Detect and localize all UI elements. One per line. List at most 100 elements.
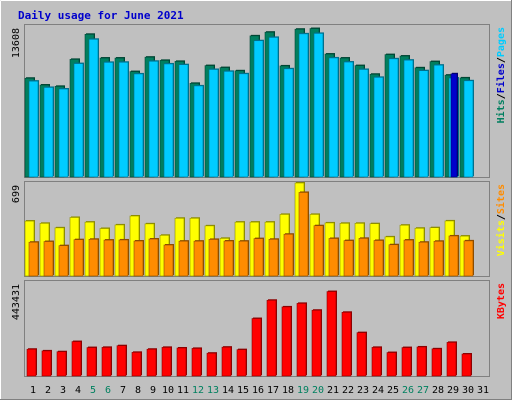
panel-frame-visits [24, 181, 490, 277]
bar-files-day-9 [148, 60, 159, 178]
legend-separator: / [496, 57, 507, 63]
bar-kbytes-day-12 [191, 347, 202, 377]
bar-pages-day-29 [450, 72, 458, 178]
x-tick-label-day-8: 8 [135, 385, 141, 396]
x-tick-label-day-21: 21 [327, 385, 339, 396]
legend-entry-kbytes: KBytes [496, 283, 507, 319]
panel-legend-hits-files-pages: Hits/Files/Pages [495, 27, 507, 123]
bar-files-day-30 [463, 79, 474, 178]
bar-kbytes-day-7 [116, 344, 127, 377]
bar-files-day-12 [193, 84, 204, 178]
x-tick-label-day-22: 22 [342, 385, 354, 396]
x-tick-label-day-16: 16 [252, 385, 264, 396]
bar-files-day-21 [328, 56, 339, 178]
x-tick-label-day-29: 29 [447, 385, 459, 396]
bar-kbytes-day-28 [431, 347, 442, 377]
bar-kbytes-day-10 [161, 346, 172, 377]
panel-legend-visits-sites: Visits/Sites [495, 184, 507, 256]
bar-files-day-28 [433, 64, 444, 178]
bar-sites-day-25 [388, 243, 399, 277]
bar-sites-day-14 [223, 240, 234, 277]
bar-sites-day-5 [88, 238, 99, 277]
bar-kbytes-day-29 [446, 341, 457, 377]
legend-separator: / [496, 93, 507, 99]
panel-frame-hits [24, 24, 490, 178]
bar-kbytes-day-27 [416, 345, 427, 377]
bar-files-day-26 [403, 59, 414, 178]
bar-files-day-17 [268, 36, 279, 178]
bar-files-day-13 [208, 68, 219, 178]
bar-kbytes-day-1 [26, 348, 37, 377]
panel-frame-kbytes [24, 280, 490, 377]
bar-sites-day-18 [283, 233, 294, 277]
x-tick-label-day-2: 2 [45, 385, 51, 396]
x-tick-label-day-4: 4 [75, 385, 81, 396]
x-tick-label-day-14: 14 [222, 385, 234, 396]
bar-files-day-19 [298, 32, 309, 178]
bar-files-day-8 [133, 72, 144, 178]
bar-kbytes-day-15 [236, 348, 247, 377]
bar-kbytes-day-14 [221, 346, 232, 377]
bar-files-day-1 [28, 80, 39, 178]
bar-sites-day-22 [343, 239, 354, 277]
x-tick-label-day-15: 15 [237, 385, 249, 396]
bar-sites-day-27 [418, 241, 429, 277]
bar-sites-day-29 [448, 234, 459, 277]
bar-sites-day-23 [358, 237, 369, 277]
x-tick-label-day-25: 25 [387, 385, 399, 396]
x-tick-label-day-17: 17 [267, 385, 279, 396]
x-tick-label-day-28: 28 [432, 385, 444, 396]
bar-sites-day-1 [28, 241, 39, 277]
bar-sites-day-17 [268, 238, 279, 277]
bar-files-day-23 [358, 68, 369, 178]
bar-sites-day-10 [163, 244, 174, 277]
x-axis-labels: 1 2 3 4 5 6 7 8 9 10 11 12 13 14 15 16 17 18 19 20 21 22 23 24 2… [30, 385, 489, 396]
x-tick-label-day-18: 18 [282, 385, 294, 396]
legend-entry-hits: Hits [495, 99, 507, 123]
bar-files-day-5 [88, 38, 99, 178]
bar-sites-day-20 [313, 224, 324, 277]
bar-files-day-2 [43, 86, 54, 178]
panel-visits-max-label: 699 [11, 185, 22, 203]
bar-kbytes-day-4 [71, 340, 82, 377]
legend-entry-files: Files [495, 63, 507, 93]
bar-sites-day-12 [193, 240, 204, 277]
x-tick-label-day-26: 26 [402, 385, 414, 396]
bar-kbytes-day-8 [131, 351, 142, 377]
x-tick-label-day-30: 30 [462, 385, 474, 396]
bar-files-day-24 [373, 76, 384, 178]
bar-kbytes-day-23 [356, 331, 367, 377]
bar-files-day-7 [118, 61, 129, 178]
bar-sites-day-21 [328, 237, 339, 277]
legend-entry-pages: Pages [496, 27, 507, 57]
bar-kbytes-day-20 [311, 309, 322, 377]
bar-sites-day-13 [208, 238, 219, 277]
bar-files-day-15 [238, 72, 249, 178]
x-tick-label-day-9: 9 [150, 385, 156, 396]
bar-sites-day-26 [403, 239, 414, 277]
x-tick-label-day-12: 12 [192, 385, 204, 396]
legend-entry-sites: Sites [495, 184, 507, 214]
bar-kbytes-day-9 [146, 348, 157, 377]
x-tick-label-day-7: 7 [120, 385, 126, 396]
bar-sites-day-7 [118, 238, 129, 277]
chart-title: Daily usage for June 2021 [18, 9, 184, 22]
bar-files-day-27 [418, 69, 429, 178]
bar-sites-day-3 [58, 244, 69, 277]
bar-kbytes-day-30 [461, 353, 472, 377]
bar-files-day-25 [388, 57, 399, 178]
bar-sites-day-16 [253, 237, 264, 277]
panel-kbytes-max-label: 443431 [11, 284, 22, 320]
x-tick-label-day-27: 27 [417, 385, 429, 396]
bar-sites-day-8 [133, 240, 144, 277]
bar-kbytes-day-13 [206, 352, 217, 377]
panel-legend-kbytes: KBytes [496, 283, 507, 319]
x-tick-label-day-5: 5 [90, 385, 96, 396]
bar-sites-day-30 [463, 239, 474, 277]
bar-sites-day-15 [238, 240, 249, 277]
bar-files-day-11 [178, 63, 189, 178]
bar-kbytes-day-3 [56, 350, 67, 377]
bar-sites-day-11 [178, 240, 189, 277]
bar-files-day-3 [58, 88, 69, 178]
